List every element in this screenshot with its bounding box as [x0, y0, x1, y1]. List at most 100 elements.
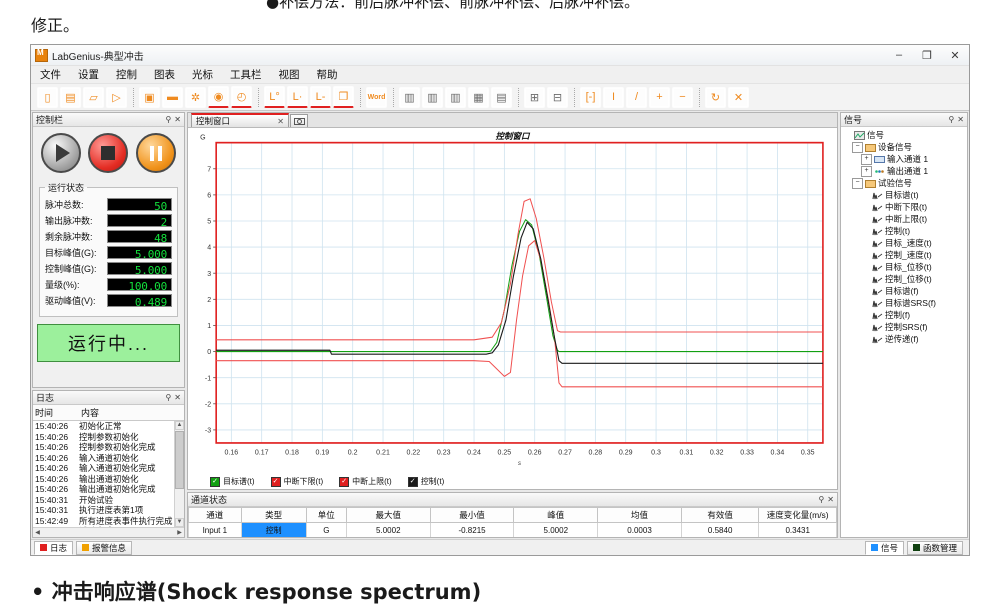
menu-item-4[interactable]: 光标 — [192, 69, 213, 81]
column-header[interactable]: 最小值 — [429, 507, 515, 523]
minimize-button[interactable]: – — [895, 49, 903, 61]
chart-table-icon[interactable]: ▦ — [468, 86, 489, 108]
run-button[interactable] — [40, 133, 81, 173]
tree-node-控制_位移(t)[interactable]: 控制_位移(t) — [843, 273, 967, 285]
log-rows[interactable]: 15:40:26 初始化正常 15:40:26 控制参数初始化 15:40:26 控制参数… — [33, 421, 184, 527]
log-row[interactable]: 15:40:26 初始化正常 — [33, 421, 184, 432]
tree-node-目标谱(t)[interactable]: 目标谱(t) — [843, 189, 967, 201]
legend-item[interactable]: 目标谱(t) — [210, 476, 255, 487]
close-icon[interactable]: ✕ — [174, 393, 181, 402]
limit-mid-icon[interactable]: L· — [287, 86, 308, 108]
menu-item-7[interactable]: 帮助 — [316, 69, 338, 81]
zoom-in-icon[interactable]: + — [649, 86, 670, 108]
legend-item[interactable]: 控制(t) — [407, 476, 444, 487]
table-cell[interactable]: 0.5840 — [680, 522, 760, 537]
column-header[interactable]: 速度变化量(m/s) — [758, 507, 837, 523]
column-header[interactable]: 峰值 — [513, 507, 599, 523]
limit-high-icon[interactable]: L° — [264, 86, 285, 108]
statusbar-tab-日志[interactable]: 日志 — [34, 540, 74, 555]
log-row[interactable]: 15:40:31 开始试验 — [33, 495, 184, 506]
export-icon[interactable]: ▷ — [106, 86, 127, 108]
close-button[interactable]: ✕ — [950, 49, 960, 62]
cursor-vertical-icon[interactable]: I — [603, 86, 624, 108]
log-row[interactable]: 15:40:31 执行进度表第1项 — [33, 505, 184, 516]
plot-canvas[interactable]: 0.16 0.17 0.18 0.19 0.2 0.21 0.22 0.23 0.24 0.25 0… — [188, 128, 837, 489]
new-file-icon[interactable]: ▯ — [37, 86, 58, 108]
legend-checkbox[interactable] — [210, 476, 220, 487]
log-row[interactable]: 15:40:26 输出通道初始化完成 — [33, 484, 184, 495]
tree-node-目标谱SRS(f)[interactable]: 目标谱SRS(f) — [843, 297, 967, 309]
legend-item[interactable]: 中断上限(t) — [339, 476, 392, 487]
legend-checkbox[interactable] — [270, 476, 281, 487]
table-cell[interactable]: 5.0002 — [513, 522, 599, 537]
pin-icon[interactable]: ⚲ — [948, 115, 955, 124]
chart-bars2-icon[interactable]: ▥ — [422, 86, 443, 108]
pin-icon[interactable]: ⚲ — [165, 115, 172, 124]
log-row[interactable]: 15:40:26 控制参数初始化 — [33, 432, 184, 443]
menu-item-5[interactable]: 工具栏 — [230, 69, 262, 81]
log-row[interactable]: 15:42:49 所有进度表事件执行完成 — [33, 516, 184, 527]
log-row[interactable]: 15:40:26 输入通道初始化完成 — [33, 463, 184, 474]
tree-node-控制_速度(t)[interactable]: 控制_速度(t) — [843, 249, 967, 261]
camera-icon[interactable] — [290, 114, 308, 127]
tree-node-目标谱(f)[interactable]: 目标谱(f) — [843, 285, 967, 297]
stop-button[interactable] — [88, 133, 129, 173]
print-icon[interactable]: ▣ — [139, 86, 160, 108]
tree-toggle-icon[interactable]: + — [861, 153, 872, 165]
statusbar-tab-报警信息[interactable]: 报警信息 — [76, 540, 133, 555]
copy-window-icon[interactable]: ❐ — [333, 86, 354, 108]
tree-node-中断上限(t)[interactable]: 中断上限(t) — [843, 213, 967, 225]
layout-split-icon[interactable]: ⊞ — [524, 86, 545, 108]
tree-node-输出通道 1[interactable]: + 输出通道 1 — [843, 165, 967, 177]
log-horizontal-scrollbar[interactable]: ◀ ▶ — [33, 527, 184, 537]
chart-bars3-icon[interactable]: ▥ — [445, 86, 466, 108]
tree-node-输入通道 1[interactable]: + 输入通道 1 — [843, 153, 967, 165]
tab-close-icon[interactable]: ✕ — [277, 116, 284, 126]
report-icon[interactable]: ▬ — [162, 86, 183, 108]
table-cell[interactable]: 0.0003 — [597, 522, 682, 537]
scroll-left-arrow[interactable]: ◀ — [35, 530, 40, 536]
table-row[interactable]: Input 1 控制 G 5.0002 -0.8215 5.0002 0.0003 0.584… — [188, 522, 837, 537]
refresh-icon[interactable]: ↻ — [705, 86, 726, 108]
tree-toggle-icon[interactable]: − — [852, 177, 863, 189]
scroll-up-arrow[interactable]: ▲ — [175, 421, 184, 430]
word-export-icon[interactable]: Word — [366, 86, 387, 108]
pin-icon[interactable]: ⚲ — [818, 495, 825, 504]
table-cell[interactable]: G — [305, 522, 347, 537]
menu-item-2[interactable]: 控制 — [116, 69, 137, 81]
settings-gear-icon[interactable]: ✲ — [185, 86, 206, 108]
pause-button[interactable] — [136, 133, 177, 173]
tree-toggle-icon[interactable]: + — [861, 165, 872, 177]
scroll-down-arrow[interactable]: ▼ — [175, 518, 184, 527]
maximize-button[interactable]: ❐ — [922, 49, 932, 62]
tree-node-中断下限(t)[interactable]: 中断下限(t) — [843, 201, 967, 213]
tree-node-逆传递(f)[interactable]: 逆传递(f) — [843, 333, 967, 345]
save-icon[interactable]: ▤ — [60, 86, 81, 108]
column-header[interactable]: 通道 — [188, 507, 242, 523]
menu-item-6[interactable]: 视图 — [278, 69, 300, 81]
tree-node-目标_速度(t)[interactable]: 目标_速度(t) — [843, 237, 967, 249]
column-header[interactable]: 有效值 — [680, 507, 760, 523]
close-icon[interactable]: ✕ — [827, 495, 834, 504]
legend-item[interactable]: 中断下限(t) — [270, 476, 323, 487]
statusbar-tab-信号[interactable]: 信号 — [864, 540, 904, 555]
table-cell[interactable]: -0.8215 — [429, 522, 515, 537]
log-row[interactable]: 15:42:51试验完成 — [33, 526, 184, 527]
signal-icon[interactable]: ◉ — [208, 86, 229, 108]
chart-bars-icon[interactable]: ▥ — [399, 86, 420, 108]
table-cell[interactable]: Input 1 — [188, 522, 242, 537]
tree-node-设备信号[interactable]: − 设备信号 — [843, 141, 967, 153]
menu-item-0[interactable]: 文件 — [40, 69, 61, 81]
log-row[interactable]: 15:40:26 输入通道初始化 — [33, 453, 184, 464]
clock-icon[interactable]: ◴ — [231, 86, 252, 108]
layout-grid-icon[interactable]: ⊟ — [547, 86, 568, 108]
close-icon[interactable]: ✕ — [174, 115, 181, 124]
tree-node-控制(t)[interactable]: 控制(t) — [843, 225, 967, 237]
column-header[interactable]: 最大值 — [345, 507, 431, 523]
pin-icon[interactable]: ⚲ — [165, 393, 172, 402]
column-header[interactable]: 均值 — [597, 507, 682, 523]
column-header[interactable]: 类型 — [240, 507, 307, 523]
legend-checkbox[interactable] — [339, 476, 350, 487]
zoom-out-icon[interactable]: − — [672, 86, 693, 108]
tree-node-控制(f)[interactable]: 控制(f) — [843, 309, 967, 321]
